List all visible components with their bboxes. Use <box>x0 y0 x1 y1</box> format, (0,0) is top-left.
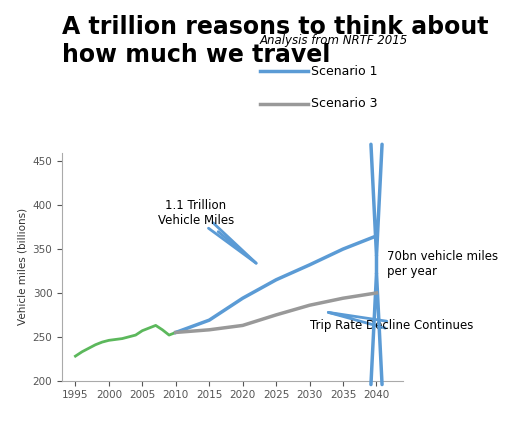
Y-axis label: Vehicle miles (billions): Vehicle miles (billions) <box>17 208 27 325</box>
Text: Trip Rate Decline Continues: Trip Rate Decline Continues <box>310 312 473 332</box>
Text: Scenario 3: Scenario 3 <box>311 97 377 110</box>
Text: Analysis from NRTF 2015: Analysis from NRTF 2015 <box>260 34 408 47</box>
Text: A trillion reasons to think about
how much we travel: A trillion reasons to think about how mu… <box>62 16 489 67</box>
Text: Scenario 1: Scenario 1 <box>311 65 377 78</box>
Text: 1.1 Trillion
Vehicle Miles: 1.1 Trillion Vehicle Miles <box>158 199 256 263</box>
Text: 70bn vehicle miles
per year: 70bn vehicle miles per year <box>387 250 498 278</box>
